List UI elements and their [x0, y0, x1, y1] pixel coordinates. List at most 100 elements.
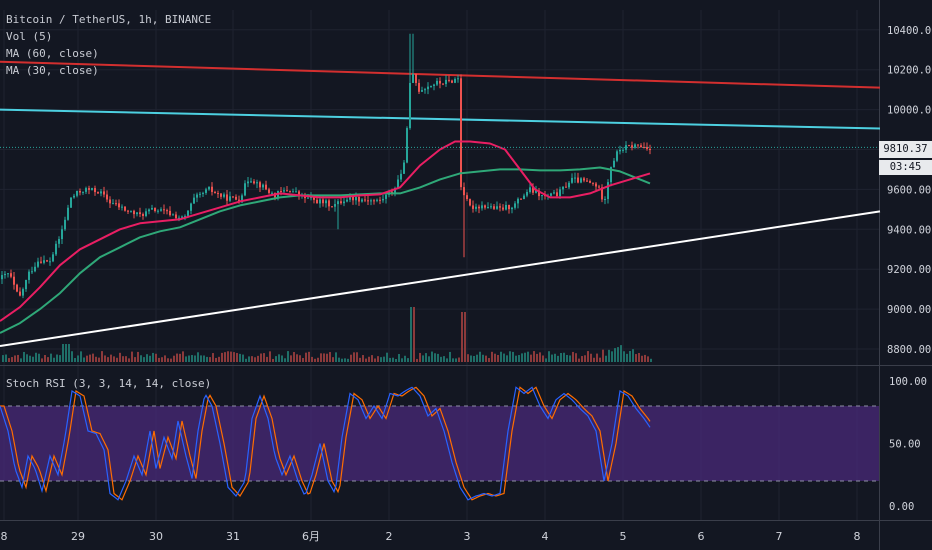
volume-bar [530, 354, 532, 362]
volume-bar [5, 354, 7, 362]
volume-bar [170, 358, 172, 362]
candle-body [112, 203, 114, 205]
volume-bar [242, 354, 244, 362]
volume-bar [467, 354, 469, 362]
volume-bar [320, 353, 322, 362]
volume-bar [575, 353, 577, 362]
ma30-line [0, 140, 651, 322]
candle-body [412, 73, 414, 83]
candle-body [37, 261, 39, 267]
volume-bar [197, 352, 199, 362]
candle-body [46, 260, 48, 262]
price-tick-label: 9200.00 [887, 264, 931, 276]
candle-body [340, 201, 342, 204]
volume-bar [80, 351, 82, 362]
volume-bar [209, 357, 211, 362]
candle-body [13, 276, 15, 285]
volume-bar [329, 352, 331, 362]
candle-body [463, 187, 465, 196]
stoch-tick-label: 100.00 [889, 376, 927, 388]
volume-bar [194, 355, 196, 362]
price-tick-label: 9600.00 [887, 184, 931, 196]
volume-bar [203, 355, 205, 362]
candle-body [118, 203, 120, 208]
candle-body [538, 190, 540, 197]
volume-bar [113, 356, 115, 362]
candle-body [442, 83, 444, 85]
candle-body [271, 192, 273, 194]
volume-bar [401, 358, 403, 362]
candle-body [607, 182, 609, 200]
candle-body [73, 195, 75, 198]
volume-bar [179, 353, 181, 362]
candle-body [16, 284, 18, 292]
trendline-support[interactable] [0, 210, 881, 347]
time-tick-label: 4 [542, 530, 549, 543]
volume-bar [587, 351, 589, 362]
candle-body [469, 199, 471, 206]
trendline-mid[interactable] [0, 108, 881, 130]
price-tick-label: 9000.00 [887, 304, 931, 316]
candle-body [322, 199, 324, 204]
candle-body [448, 79, 450, 81]
candle-body [460, 78, 462, 188]
candle-body [457, 78, 459, 80]
candle-body [589, 180, 591, 183]
candle-body [337, 201, 339, 205]
volume-bar [515, 355, 517, 362]
candle-body [556, 192, 558, 197]
volume-bar [317, 357, 319, 362]
candle-body [550, 193, 552, 196]
ma60-line [0, 166, 651, 334]
trendline-resistance[interactable] [0, 60, 881, 89]
volume-bar [44, 355, 46, 362]
volume-bar [377, 356, 379, 362]
volume-bar [305, 352, 307, 362]
candle-body [574, 177, 576, 179]
candle-body [166, 210, 168, 212]
candle-body [514, 203, 516, 208]
candle-body [214, 191, 216, 194]
time-tick-label: 31 [226, 530, 240, 543]
candle-body [40, 261, 42, 263]
volume-bar [380, 357, 382, 362]
volume-bar [425, 353, 427, 362]
candle-body [637, 144, 639, 146]
candle-body [454, 78, 456, 83]
candle-body [391, 191, 393, 193]
candle-body [346, 199, 348, 202]
candle-body [577, 177, 579, 183]
candle-body [316, 199, 318, 204]
candle-body [427, 86, 429, 90]
volume-bar [371, 355, 373, 362]
candle-body [562, 186, 564, 190]
candle-body [472, 205, 474, 209]
candle-body [7, 273, 9, 275]
price-tick-label: 9400.00 [887, 224, 931, 236]
volume-bar [230, 351, 232, 362]
candle-body [292, 191, 294, 193]
volume-bar [86, 355, 88, 362]
legend-ma30: MA (30, close) [6, 64, 99, 77]
candle-body [127, 210, 129, 212]
volume-bar [62, 344, 64, 362]
volume-bar [32, 356, 34, 362]
legend-ma60: MA (60, close) [6, 47, 99, 60]
candle-body [4, 273, 6, 276]
volume-bar [128, 358, 130, 362]
candle-body [283, 190, 285, 192]
candle-body [364, 199, 366, 201]
volume-bar [167, 358, 169, 362]
volume-bar [593, 357, 595, 362]
volume-bar [134, 357, 136, 362]
volume-bar [332, 357, 334, 362]
candle-body [157, 210, 159, 212]
volume-bar [137, 351, 139, 362]
volume-bar [71, 351, 73, 362]
volume-bar [17, 354, 19, 362]
volume-bar [560, 352, 562, 362]
volume-bar [2, 355, 4, 362]
volume-bar [311, 356, 313, 362]
candle-body [352, 195, 354, 201]
